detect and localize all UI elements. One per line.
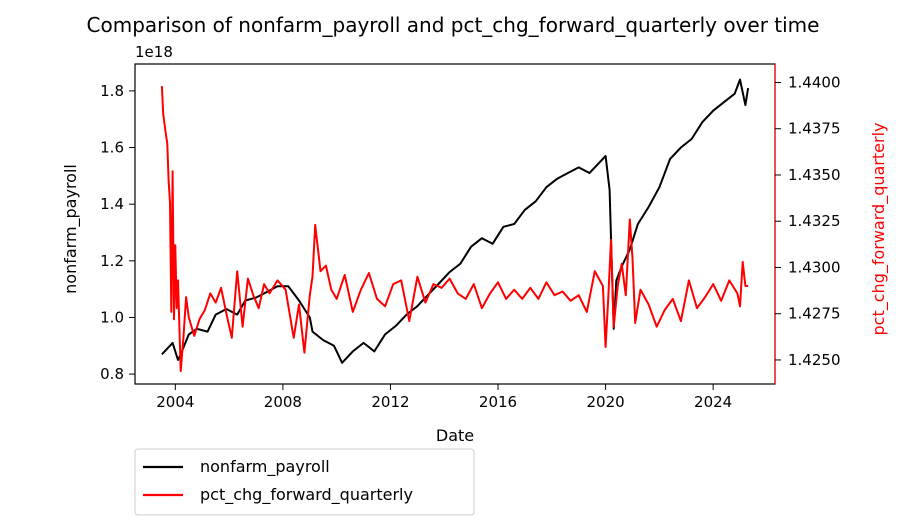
y-axis-label-right: pct_chg_forward_quarterly [869,123,889,336]
y-tick-label-right: 1.4375 [788,120,841,138]
series-line-nonfarm-payroll [161,78,750,364]
y-tick-label-left: 1.0 [100,308,124,326]
y-offset-text: 1e18 [135,43,173,61]
legend: nonfarm_payroll pct_chg_forward_quarterl… [134,448,475,516]
y-tick-label-left: 1.2 [100,252,124,270]
y-tick-label-right: 1.4250 [788,351,841,369]
right-axis-ticks: 1.4250 1.4275 1.4300 1.4325 1.4350 1.4375 1.44… [775,73,841,369]
y-tick-label-left: 1.8 [100,82,124,100]
x-tick-label: 2012 [371,393,409,411]
x-axis-ticks: 2004 2008 2012 2016 2020 2024 [156,384,732,411]
plot-lines [160,78,750,373]
x-axis-label: Date [436,426,474,445]
x-tick-label: 2024 [694,393,732,411]
x-tick-label: 2020 [586,393,624,411]
y-tick-label-right: 1.4275 [788,305,841,323]
x-tick-label: 2016 [479,393,517,411]
y-tick-label-left: 0.8 [100,365,124,383]
y-tick-label-right: 1.4300 [788,258,841,276]
y-tick-label-right: 1.4325 [788,212,841,230]
y-tick-label-right: 1.4400 [788,73,841,91]
y-tick-label-left: 1.4 [100,195,124,213]
legend-box [134,448,475,516]
x-tick-label: 2004 [156,393,194,411]
y-tick-label-right: 1.4350 [788,166,841,184]
legend-label-pct-chg-forward-quarterly: pct_chg_forward_quarterly [200,485,413,505]
x-tick-label: 2008 [264,393,302,411]
y-axis-label-left: nonfarm_payroll [61,164,81,294]
y-tick-label-left: 1.6 [100,139,124,157]
chart-title: Comparison of nonfarm_payroll and pct_ch… [87,13,820,37]
left-axis-ticks: 0.8 1.0 1.2 1.4 1.6 1.8 [100,82,135,383]
legend-label-nonfarm-payroll: nonfarm_payroll [200,457,330,477]
series-line-pct-chg-forward-quarterly [160,86,749,373]
